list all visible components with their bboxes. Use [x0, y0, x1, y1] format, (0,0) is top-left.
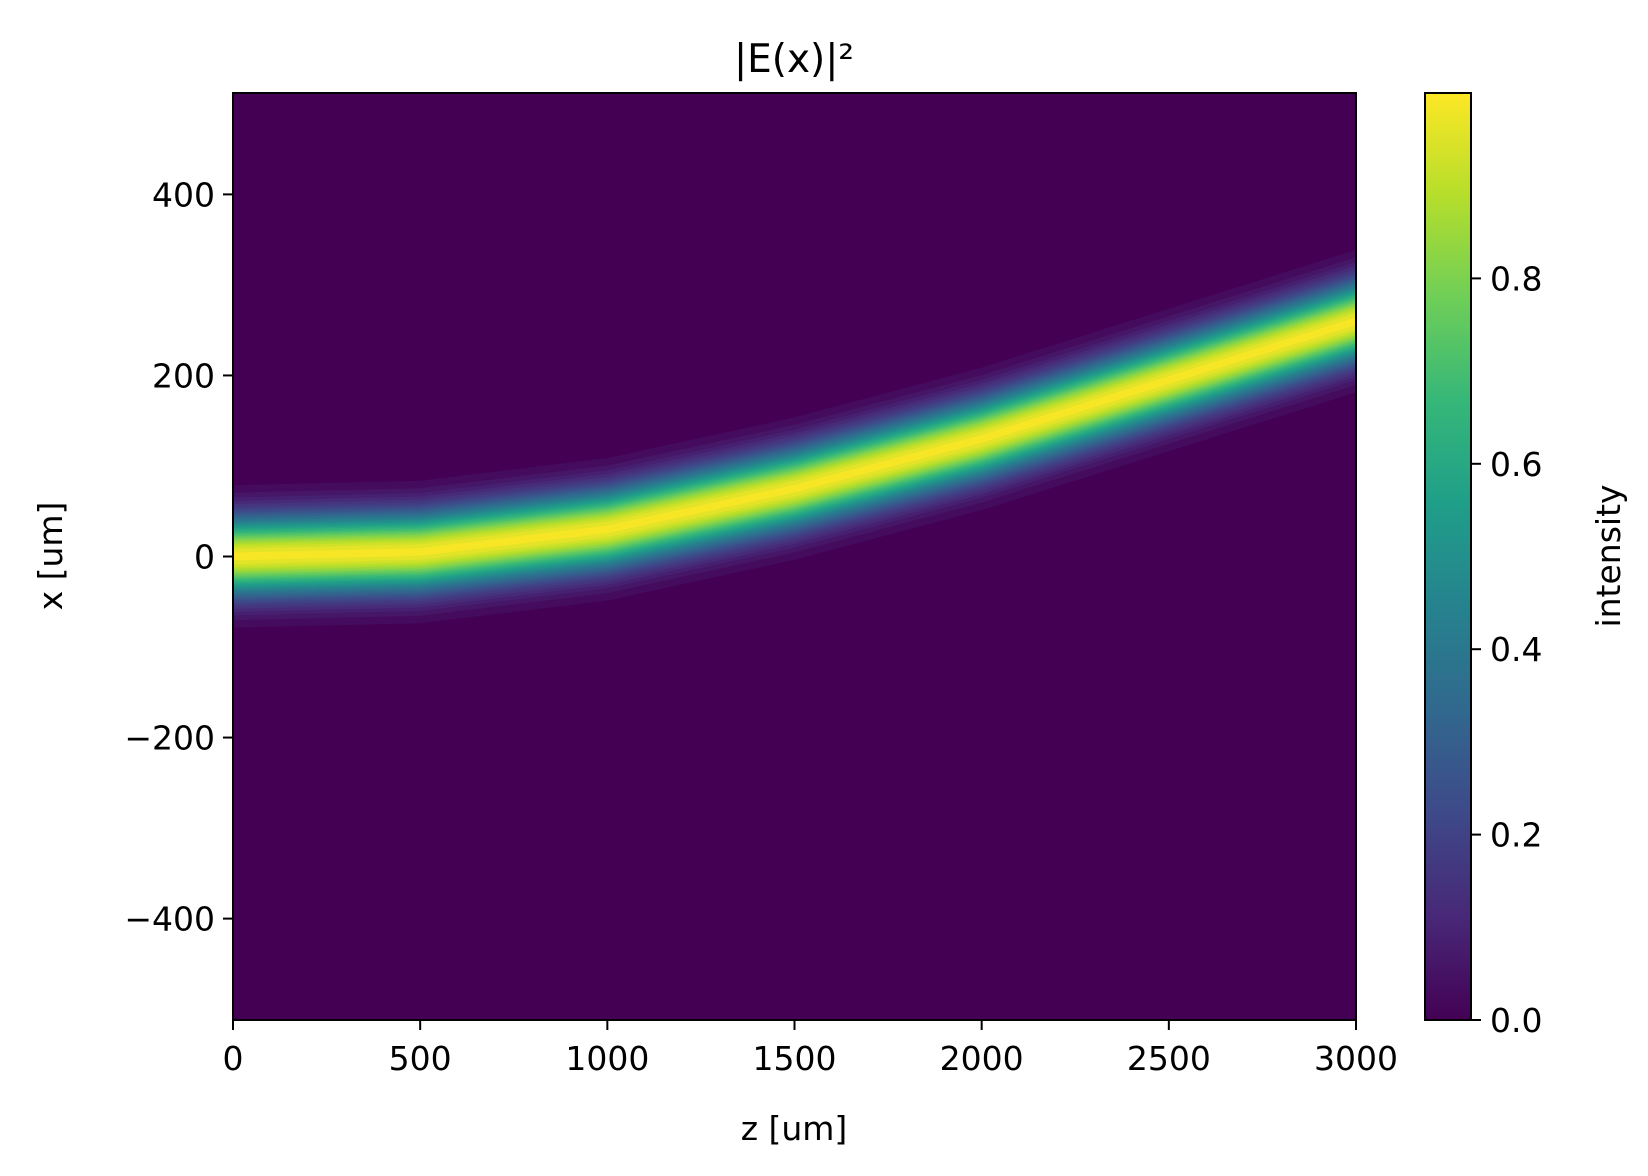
plot-area — [232, 92, 1357, 1021]
x-tick-label: 1500 — [753, 1039, 837, 1078]
colorbar-tick-label: 0.8 — [1490, 259, 1542, 298]
beam-intensity — [233, 249, 1356, 628]
colorbar-tick-label: 0.0 — [1490, 1001, 1542, 1040]
x-axis-label: z [um] — [741, 1109, 848, 1148]
colorbar-gradient — [1424, 92, 1472, 1021]
y-tick-label: 400 — [152, 175, 215, 214]
colorbar-ticks: 0.0 0.2 0.4 0.6 0.8 — [1471, 259, 1542, 1040]
beam-contour-band — [233, 308, 1356, 569]
y-tick-label: −200 — [124, 719, 215, 758]
x-tick-label: 1000 — [565, 1039, 649, 1078]
x-tick-label: 0 — [223, 1039, 244, 1078]
colorbar-tick-label: 0.2 — [1490, 816, 1542, 855]
y-tick-label: 200 — [152, 356, 215, 395]
x-tick-label: 3000 — [1314, 1039, 1398, 1078]
x-tick-label: 500 — [389, 1039, 452, 1078]
colorbar-label: intensity — [1589, 484, 1628, 627]
y-axis-label: x [um] — [31, 502, 70, 611]
colorbar: 0.0 0.2 0.4 0.6 0.8 intensity — [1424, 92, 1628, 1040]
chart-title: |E(x)|² — [734, 37, 854, 82]
x-axis: 0 500 1000 1500 2000 2500 3000 — [223, 1020, 1398, 1078]
y-axis: −400 −200 0 200 400 — [124, 175, 233, 939]
x-tick-label: 2500 — [1127, 1039, 1211, 1078]
colorbar-tick-label: 0.6 — [1490, 445, 1542, 484]
y-tick-label: −400 — [124, 900, 215, 939]
y-tick-label: 0 — [194, 538, 215, 577]
x-tick-label: 2000 — [940, 1039, 1024, 1078]
colorbar-tick-label: 0.4 — [1490, 630, 1542, 669]
